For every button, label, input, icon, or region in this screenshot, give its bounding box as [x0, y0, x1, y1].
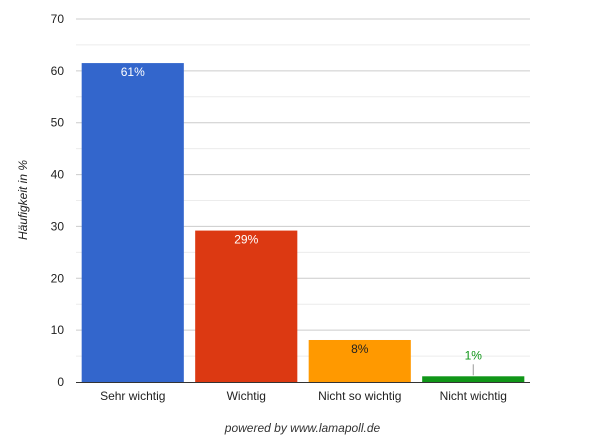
data-label: 29%	[234, 233, 258, 247]
data-label: 61%	[121, 65, 145, 79]
y-axis-label: Häufigkeit in %	[16, 160, 30, 240]
x-tick-label: Nicht so wichtig	[318, 389, 401, 403]
y-tick-label: 30	[51, 219, 65, 233]
bar-nicht-wichtig	[422, 376, 525, 382]
y-tick-label: 20	[51, 271, 65, 285]
bar-sehr-wichtig	[81, 63, 184, 382]
axes: 0 10 20 30 40 50 60 70 Sehr wichtig Wichtig Nicht …	[51, 12, 530, 403]
bar-wichtig	[195, 230, 298, 382]
y-tick-label: 0	[57, 375, 64, 389]
data-label: 8%	[351, 342, 369, 356]
y-tick-label: 10	[51, 323, 65, 337]
y-tick-label: 40	[51, 168, 65, 182]
x-tick-label: Nicht wichtig	[440, 389, 507, 403]
footer-credit: powered by www.lamapoll.de	[224, 421, 381, 435]
y-tick-label: 50	[51, 116, 65, 130]
x-tick-label: Sehr wichtig	[100, 389, 165, 403]
data-labels: 61% 29% 8% 1%	[121, 65, 483, 376]
data-label: 1%	[465, 348, 483, 362]
bars	[81, 63, 525, 382]
y-tick-label: 60	[51, 64, 65, 78]
x-tick-label: Wichtig	[227, 389, 266, 403]
bar-nicht-so-wichtig	[308, 339, 411, 382]
y-tick-label: 70	[51, 12, 65, 26]
